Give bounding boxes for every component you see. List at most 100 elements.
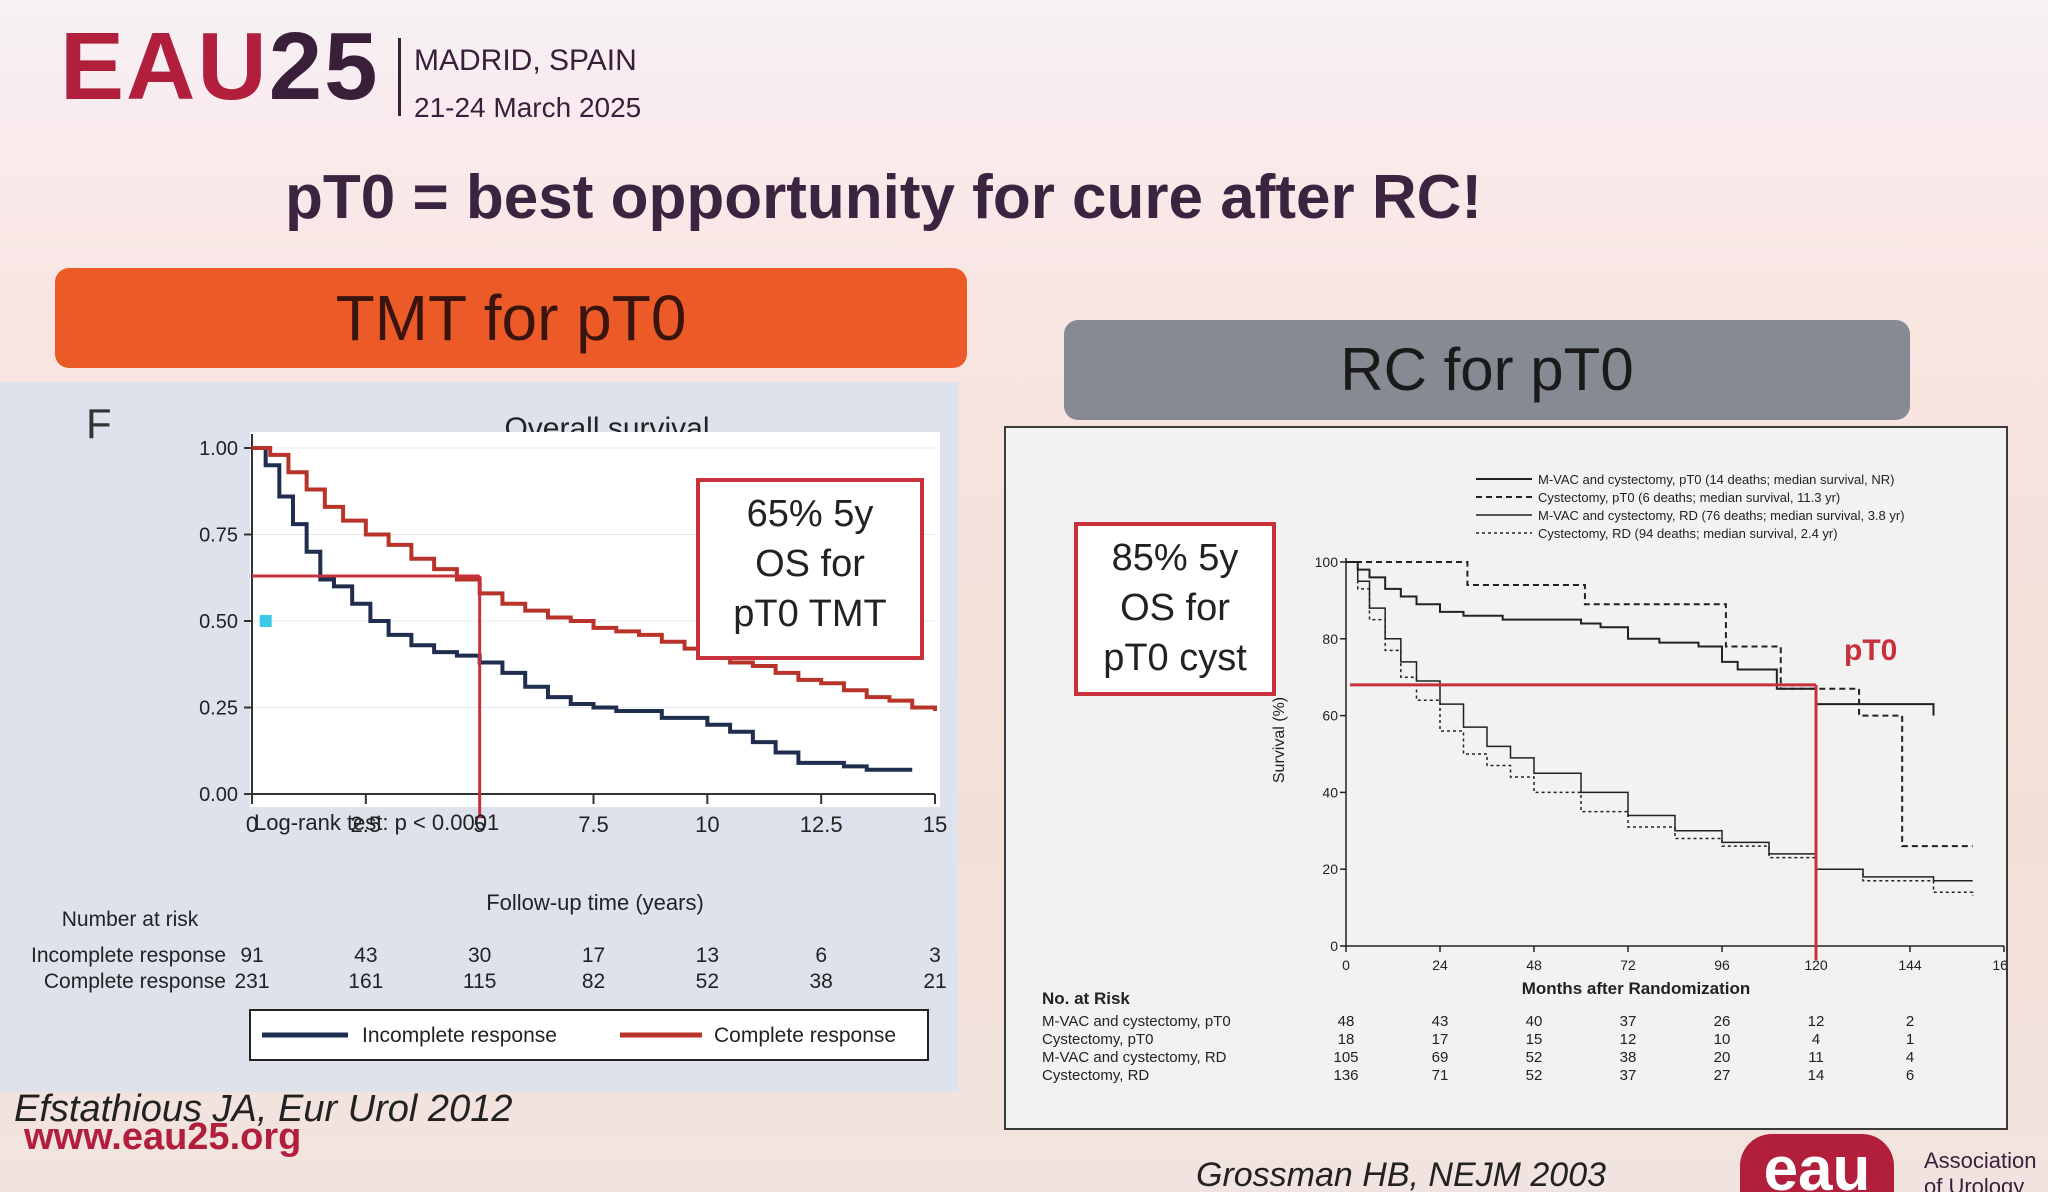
legend-frame: [249, 1009, 929, 1061]
risk-cell: 6: [1906, 1067, 1914, 1084]
y-tick-label: 0.25: [199, 698, 238, 720]
pt0-label: pT0: [1844, 634, 1897, 667]
risk-cell: 38: [1620, 1049, 1637, 1066]
series-line-complete: [252, 446, 937, 711]
eau-association-logo: eau: [1740, 1134, 1894, 1192]
y-tick-label: 20: [1322, 861, 1338, 877]
risk-cell: 14: [1808, 1067, 1825, 1084]
y-tick-label: 40: [1322, 784, 1338, 800]
risk-cell: 136: [1333, 1067, 1358, 1084]
risk-cell: 4: [1906, 1049, 1914, 1066]
risk-row-label: M-VAC and cystectomy, RD: [1042, 1049, 1227, 1066]
risk-cell: 4: [1812, 1031, 1820, 1048]
censor-marker: [259, 615, 272, 627]
legend: M-VAC and cystectomy, pT0 (14 deaths; me…: [1476, 472, 1905, 541]
y-tick-label: 60: [1322, 708, 1338, 724]
y-tick-label: 0: [1330, 938, 1338, 954]
x-tick-label: 96: [1714, 957, 1730, 973]
legend-box: Incomplete response Complete response: [249, 1009, 929, 1061]
annotation-line-1: 85% 5y: [1112, 537, 1239, 579]
y-tick-label: 0.75: [199, 525, 238, 547]
risk-cell: 82: [582, 970, 605, 993]
eau-association-text: Association of Urology: [1924, 1148, 2037, 1192]
risk-cell: 30: [468, 944, 491, 967]
risk-cell: 15: [1526, 1031, 1543, 1048]
x-tick-label: 120: [1804, 957, 1828, 973]
annotation-frame: [696, 478, 924, 660]
risk-cell: 17: [1432, 1031, 1449, 1048]
series-line-1: [1346, 561, 1935, 716]
left-km-chart: F Overall survival 0.000.250.500.751.000…: [31, 400, 947, 1061]
x-tick-label: 7.5: [578, 812, 609, 837]
risk-cell: 69: [1432, 1049, 1449, 1066]
risk-cell: 6: [815, 944, 827, 967]
logo-divider: [398, 38, 401, 116]
risk-cell: 48: [1338, 1013, 1355, 1030]
right-chart-panel: M-VAC and cystectomy, pT0 (14 deaths; me…: [1004, 426, 2016, 1130]
risk-cell: 43: [354, 944, 377, 967]
risk-cell: 115: [463, 970, 496, 993]
risk-cell: 3: [929, 944, 941, 967]
header-rc-pt0: RC for pT0: [1064, 320, 1910, 420]
annotation-line-1: 65% 5y: [747, 493, 874, 535]
right-km-chart: M-VAC and cystectomy, pT0 (14 deaths; me…: [1042, 472, 2016, 1084]
legend-label: M-VAC and cystectomy, RD (76 deaths; med…: [1538, 508, 1905, 523]
logrank-text: Log-rank test: p < 0.0001: [254, 810, 499, 835]
risk-cell: 13: [696, 944, 719, 967]
x-axis-label: Months after Randomization: [1522, 979, 1751, 998]
risk-cell: 11: [1808, 1049, 1824, 1066]
axes: 0.00 0.25 0.50 0.75 1.00 0 2.5 5 7.5 10 12.5 15: [199, 434, 947, 837]
risk-table: Incomplete response 91 43 30 17 13 6 3 Complete …: [31, 944, 947, 993]
citation-right: Grossman HB, NEJM 2003: [1196, 1156, 1607, 1192]
x-tick-label: 144: [1898, 957, 1922, 973]
annotation-box: 65% 5y OS for pT0 TMT: [696, 478, 924, 660]
x-tick-label: 12.5: [800, 812, 843, 837]
reference-lines: [252, 574, 482, 818]
risk-cell: 37: [1620, 1067, 1637, 1084]
annotation-frame: [1074, 522, 1276, 696]
slide-title: pT0 = best opportunity for cure after RC…: [285, 163, 1483, 232]
annotation-line-3: pT0 TMT: [733, 593, 886, 635]
annotation-box: 85% 5y OS for pT0 cyst: [1074, 522, 1276, 696]
risk-cell: 27: [1714, 1067, 1731, 1084]
risk-cell: 2: [1906, 1013, 1914, 1030]
x-tick-label: 72: [1620, 957, 1636, 973]
series-line-3: [1346, 561, 1973, 882]
eau25-logo: EAU25: [60, 13, 380, 120]
eau-assoc-line-1: Association: [1924, 1148, 2037, 1173]
y-tick-label: 1.00: [199, 438, 238, 460]
legend-label: Cystectomy, RD (94 deaths; median surviv…: [1538, 526, 1838, 541]
eau-assoc-line-2: of Urology: [1924, 1174, 2025, 1192]
eau-logo-text: eau: [1764, 1135, 1871, 1192]
risk-cell: 43: [1432, 1013, 1449, 1030]
risk-cell: 52: [1526, 1049, 1543, 1066]
panel-letter: F: [86, 400, 112, 447]
citation-left: Efstathious JA, Eur Urol 2012: [14, 1088, 513, 1130]
x-tick-label: 10: [695, 812, 719, 837]
risk-cell: 21: [923, 970, 946, 993]
risk-cell: 10: [1714, 1031, 1731, 1048]
left-chart-panel: F Overall survival 0.00 0.25 0.50 0.75 1.00 0…: [0, 382, 958, 1092]
risk-header: No. at Risk: [1042, 989, 1130, 1008]
series-line-2: [1346, 561, 1973, 848]
risk-cell: 12: [1620, 1031, 1637, 1048]
risk-row-label: M-VAC and cystectomy, pT0: [1042, 1013, 1231, 1030]
x-tick-label: 0: [1342, 957, 1350, 973]
risk-row-label: Cystectomy, pT0: [1042, 1031, 1153, 1048]
risk-cell: 105: [1333, 1049, 1358, 1066]
eau-url[interactable]: www.eau25.org: [24, 1116, 302, 1158]
series-line-incomplete: [252, 446, 913, 772]
slide-header-band: [0, 0, 2048, 130]
x-tick-label: 48: [1526, 957, 1542, 973]
legend-label: M-VAC and cystectomy, pT0 (14 deaths; me…: [1538, 472, 1894, 487]
logo-date: 21-24 March 2025: [414, 92, 642, 123]
x-tick-label: 2.5: [351, 812, 382, 837]
header-tmt-pt0: TMT for pT0: [55, 268, 967, 368]
risk-cell: 1: [1906, 1031, 1914, 1048]
axes: 0 20 40 60 80 100 0 24 48 72 96 120 144 168: [1315, 554, 2016, 973]
x-tick-label: 168: [1992, 957, 2006, 973]
risk-row-label: Incomplete response: [31, 944, 226, 967]
legend-label-incomplete: Incomplete response: [362, 1024, 557, 1047]
risk-table: M-VAC and cystectomy, pT0 48 43 40 37 26 12 2 Cy…: [1042, 1013, 1914, 1084]
